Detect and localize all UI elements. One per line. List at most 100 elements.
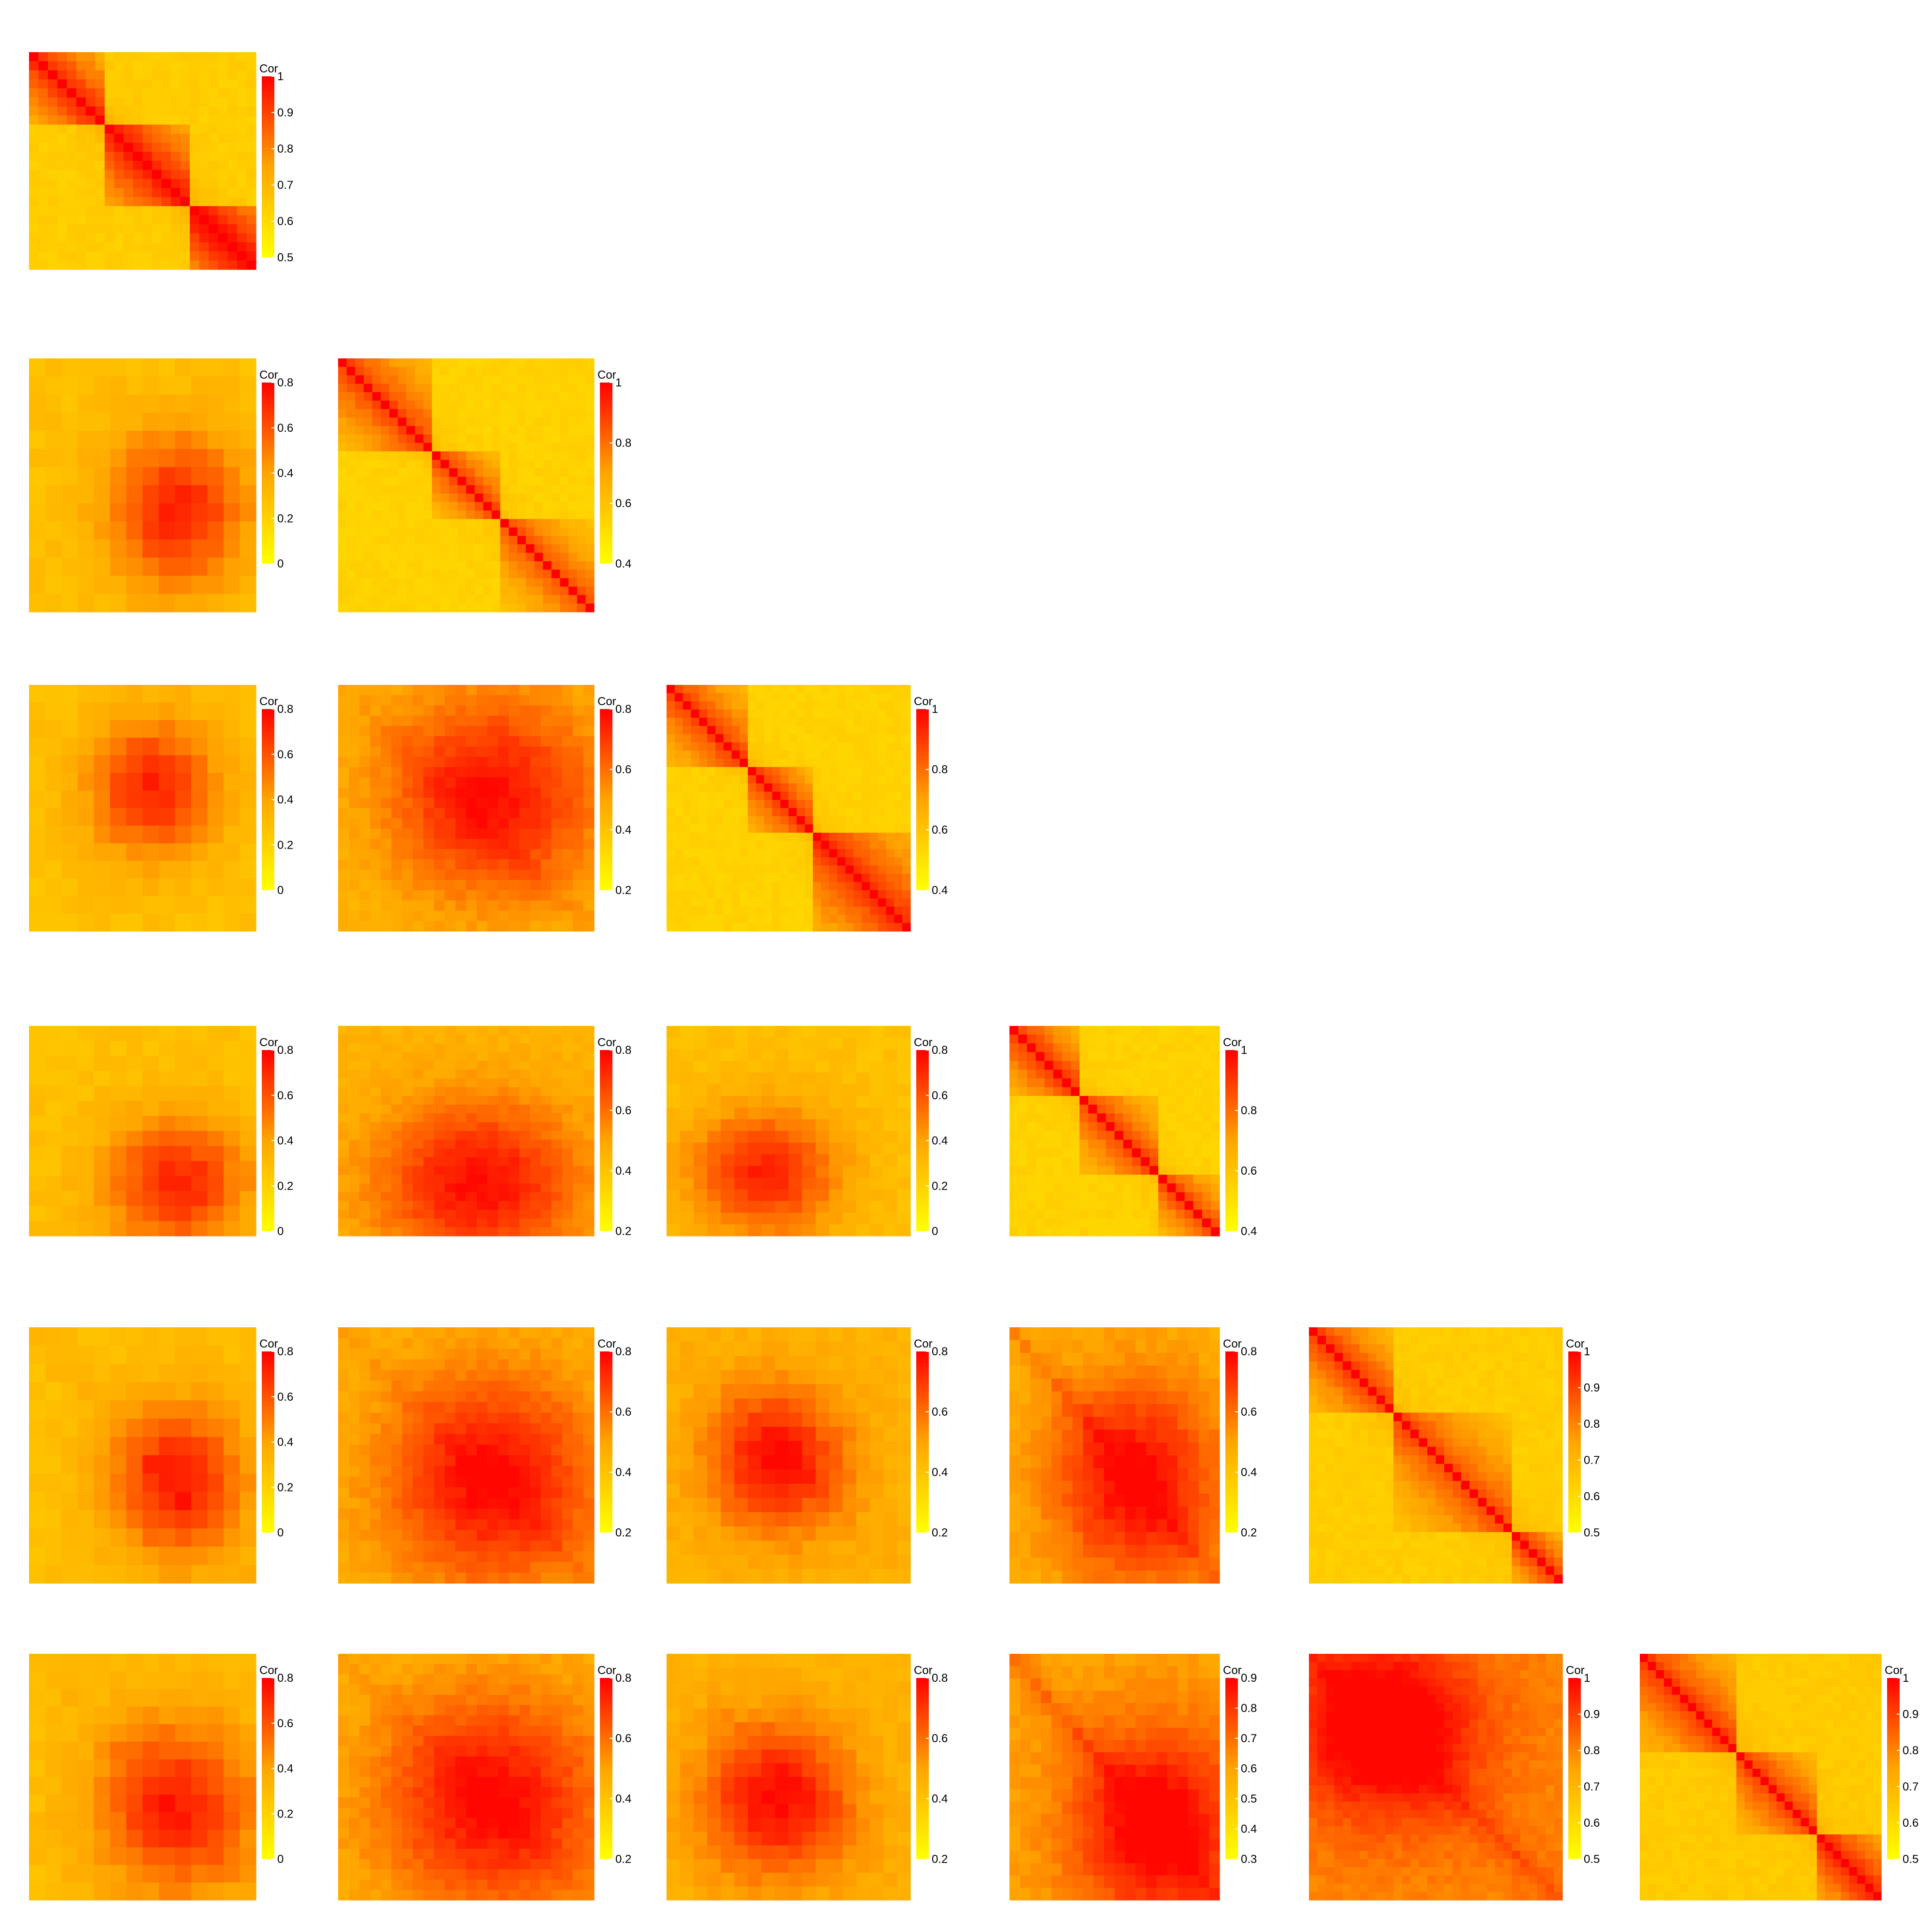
heatmap-cell (543, 434, 552, 443)
heatmap-cell (869, 890, 879, 899)
heatmap-cell (837, 833, 846, 841)
heatmap-cell (338, 695, 349, 706)
heatmap-cell (466, 468, 475, 477)
heatmap-cell (845, 751, 854, 759)
heatmap-cell (199, 224, 209, 234)
heatmap-cell (534, 468, 543, 477)
legend-title: Cor (914, 695, 933, 708)
heatmap-cell (1053, 1105, 1063, 1114)
heatmap-cell (492, 460, 501, 469)
heatmap-cell (837, 685, 846, 694)
heatmap-cell (455, 695, 467, 706)
heatmap-cell (667, 890, 675, 899)
heatmap-cell (29, 467, 46, 486)
heatmap-cell (715, 759, 724, 767)
heatmap-cell (398, 358, 407, 368)
heatmap-cell (412, 1113, 424, 1122)
heatmap-cell (551, 1166, 563, 1175)
heatmap-cell (406, 544, 415, 554)
heatmap-cell (402, 1052, 413, 1062)
heatmap-cell (715, 718, 724, 726)
heatmap-cell (477, 726, 488, 737)
heatmap-cell (142, 79, 153, 89)
legend-colorbar (600, 1050, 612, 1231)
heatmap-cell (1132, 1043, 1141, 1052)
heatmap-cell (680, 1178, 694, 1190)
heatmap-cell (110, 720, 127, 738)
heatmap-cell (175, 557, 192, 576)
heatmap-cell (492, 595, 501, 604)
heatmap-cell (1044, 1113, 1054, 1122)
heatmap-cell (349, 1227, 360, 1236)
heatmap-cell (1114, 1061, 1124, 1070)
heatmap-cell (734, 1189, 748, 1202)
heatmap-cell (412, 869, 424, 881)
heatmap-cell (483, 400, 492, 410)
heatmap-cell (349, 715, 360, 726)
heatmap-cell (1027, 1078, 1036, 1088)
legend-title: Cor (259, 1036, 278, 1049)
heatmap-cell (739, 857, 748, 866)
heatmap-cell (699, 898, 708, 907)
heatmap-cell (869, 923, 879, 932)
heatmap-cell (477, 787, 488, 798)
heatmap-cell (886, 816, 895, 825)
heatmap-cell (739, 898, 748, 907)
heatmap-cell (715, 742, 724, 751)
heatmap-cell (748, 701, 756, 710)
heatmap-cell (731, 923, 740, 932)
heatmap-cell (61, 1071, 78, 1086)
heatmap-cell (583, 1175, 595, 1184)
heatmap-cell (1184, 1052, 1194, 1062)
heatmap-cell (1018, 1113, 1027, 1122)
heatmap-cell (48, 152, 58, 161)
heatmap-cell (1070, 1157, 1080, 1166)
heatmap-cell (853, 833, 862, 841)
heatmap-cell (1123, 1166, 1133, 1175)
heatmap-cell (869, 833, 879, 841)
heatmap-cell (218, 233, 228, 243)
heatmap-cell (440, 460, 450, 469)
heatmap-cell (1150, 1175, 1159, 1184)
heatmap-cell (837, 742, 846, 751)
heatmap-cell (583, 1192, 595, 1202)
heatmap-cell (483, 553, 492, 562)
heatmap-cell (731, 841, 740, 850)
heatmap-cell (240, 431, 256, 450)
heatmap-cell (175, 1161, 192, 1177)
heatmap-cell (152, 233, 162, 243)
heatmap-cell (761, 1131, 776, 1143)
heatmap-cell (338, 417, 347, 426)
heatmap-cell (519, 849, 531, 860)
heatmap-cell (61, 1221, 78, 1236)
legend-colorbar (600, 383, 612, 564)
heatmap-cell (509, 1201, 520, 1210)
heatmap-cell (189, 215, 200, 225)
heatmap-cell (707, 857, 716, 866)
heatmap-cell (551, 603, 560, 612)
heatmap-cell (756, 693, 765, 702)
heatmap-cell (466, 1026, 477, 1035)
heatmap-cell (432, 586, 441, 596)
heatmap-cell (1044, 1166, 1054, 1175)
heatmap-cell (372, 375, 381, 384)
heatmap-cell (585, 595, 595, 604)
heatmap-cell (526, 511, 535, 520)
heatmap-cell (346, 384, 355, 393)
heatmap-cell (853, 783, 862, 792)
heatmap-cell (1080, 1131, 1089, 1140)
heatmap-cell (412, 705, 424, 716)
heatmap-cell (1158, 1113, 1167, 1122)
heatmap-cell (667, 710, 675, 718)
heatmap-cell (29, 206, 39, 216)
heatmap-cell (509, 400, 518, 410)
heatmap-cell (110, 1026, 127, 1041)
heatmap-cell (218, 115, 228, 125)
heatmap-cell (434, 1148, 445, 1158)
heatmap-cell (1150, 1105, 1159, 1114)
heatmap-cell (381, 1043, 392, 1052)
heatmap-cell (61, 1131, 78, 1147)
heatmap-cell (1053, 1087, 1063, 1096)
heatmap-cell (398, 519, 407, 528)
